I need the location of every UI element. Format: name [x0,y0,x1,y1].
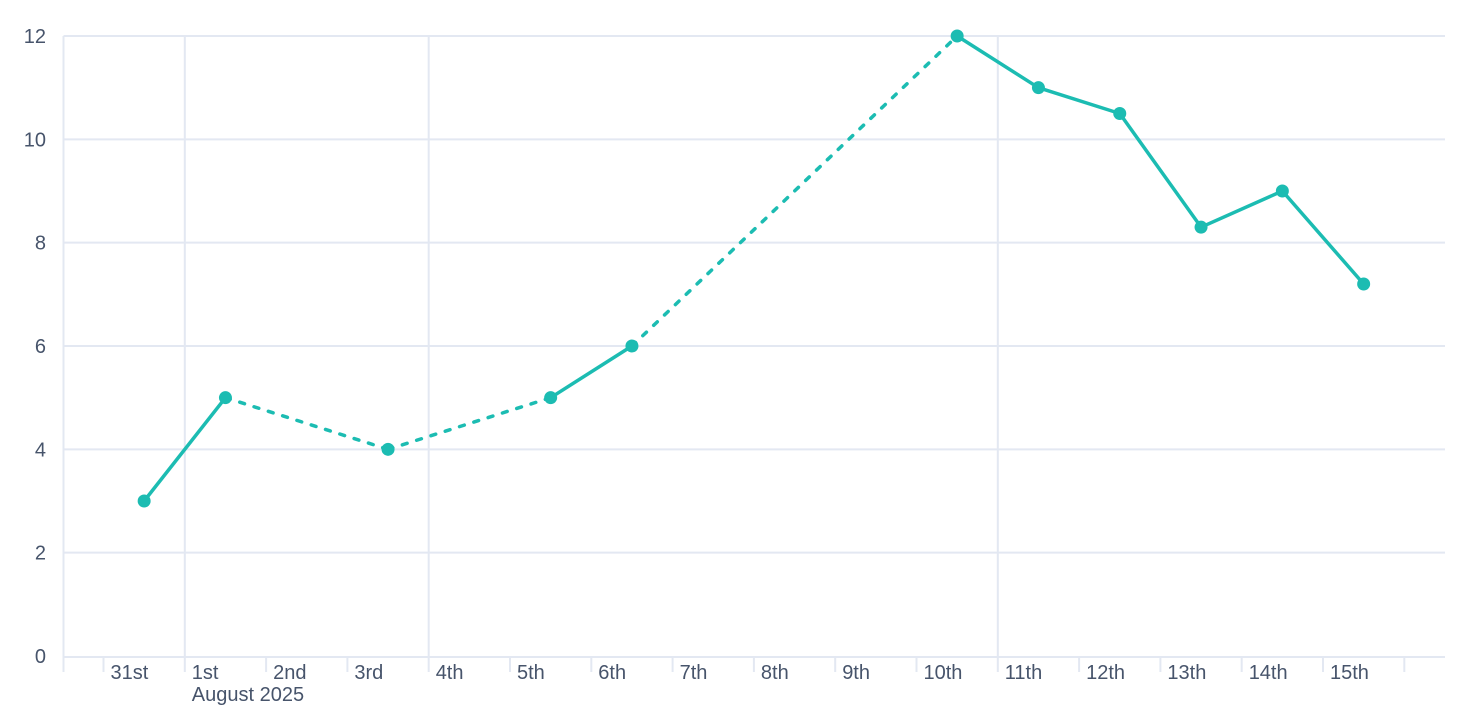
x-tick-label: 8th [761,662,789,684]
line-segment-solid [1118,111,1203,229]
data-point[interactable] [544,391,558,405]
line-segment-dashed [223,395,390,452]
x-tick-label: 3rd [354,662,383,684]
data-point[interactable] [1031,81,1045,95]
y-tick-label: 0 [35,646,46,668]
x-tick-label: 13th [1167,662,1206,684]
x-tick-label: 12th [1086,662,1125,684]
line-segment-solid [955,34,1041,90]
data-point[interactable] [218,391,232,405]
line-segment-solid [1280,189,1366,286]
x-tick-label: 9th [842,662,870,684]
line-segment-solid [1036,85,1122,116]
data-point[interactable] [1275,184,1289,198]
x-tick-label: 4th [436,662,464,684]
y-tick-label: 2 [35,543,46,565]
data-point[interactable] [1113,107,1127,120]
x-tick-label: 7th [680,662,708,684]
data-point[interactable] [1194,220,1208,234]
x-tick-label: 5th [517,662,545,684]
y-tick-label: 4 [35,439,46,461]
x-tick-label: 6th [598,662,626,684]
data-point[interactable] [1357,277,1371,291]
data-point[interactable] [381,442,395,456]
x-tick-label: 2nd [273,662,306,684]
y-tick-label: 10 [24,129,46,151]
data-point[interactable] [950,29,964,43]
x-tick-label: 11th [1005,662,1042,684]
data-point[interactable] [137,494,151,508]
x-tick-label: 10th [924,662,963,684]
line-segment-dashed [630,34,959,348]
x-tick-label: 14th [1249,662,1288,684]
y-tick-label: 6 [35,336,46,358]
x-tick-label: 31st [111,662,149,684]
month-label: August 2025 [192,684,304,706]
line-segment-dashed [386,395,553,452]
data-point[interactable] [625,339,639,353]
line-segment-solid [1199,189,1285,229]
y-tick-label: 12 [24,26,46,48]
line-segment-solid [548,344,634,400]
x-tick-label: 1st [192,662,219,684]
y-tick-label: 8 [35,233,46,255]
line-segment-solid [142,395,228,503]
x-tick-label: 15th [1330,662,1369,684]
